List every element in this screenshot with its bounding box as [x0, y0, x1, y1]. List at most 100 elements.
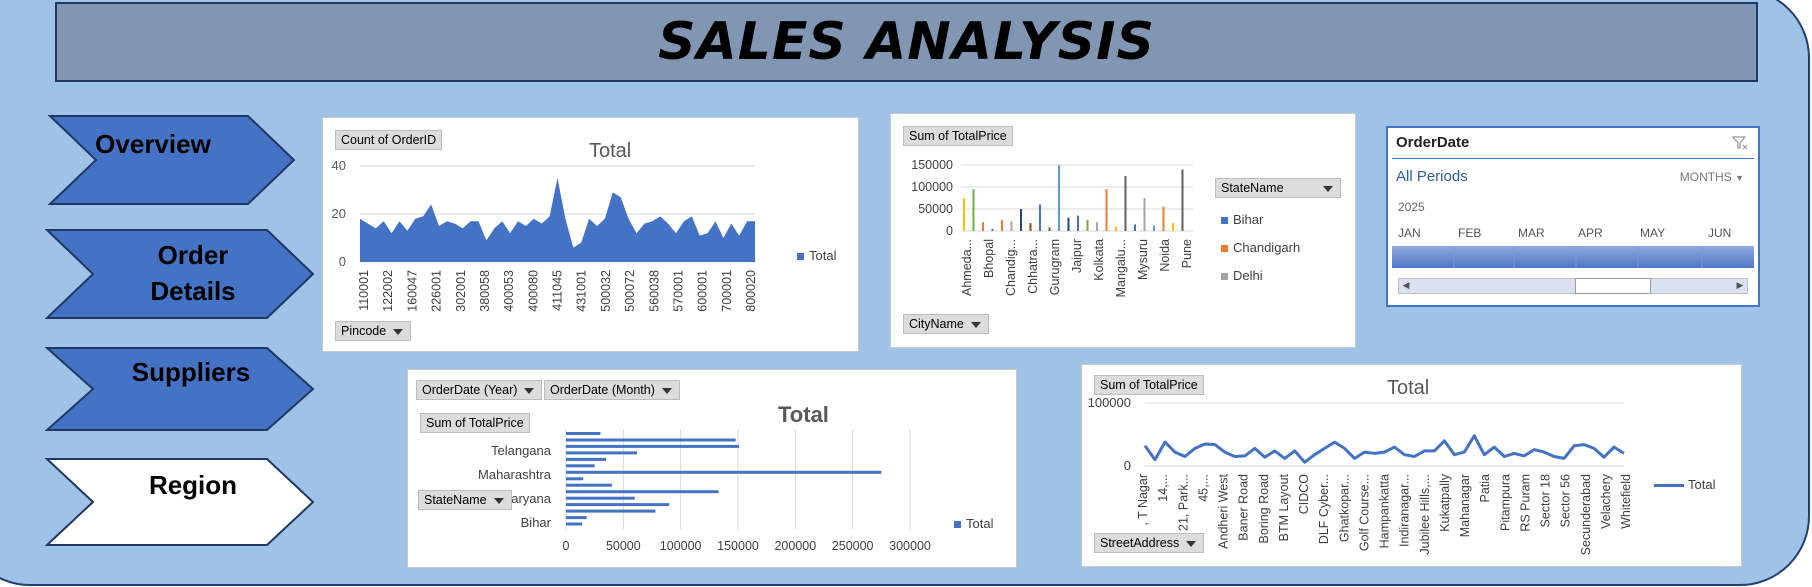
legend-item-bihar: Bihar: [1221, 206, 1300, 234]
statename-field-button[interactable]: StateName: [418, 490, 512, 510]
legend-line-swatch: [1654, 484, 1684, 488]
scroll-right-icon[interactable]: ▶: [1736, 281, 1744, 291]
y-tick-label: 0: [946, 224, 953, 238]
column-bar: [1039, 204, 1041, 231]
column-bar: [963, 198, 965, 231]
area-chart-legend: Total: [797, 248, 836, 263]
legend-label: Total: [1688, 477, 1716, 492]
nav-suppliers-button[interactable]: Suppliers: [45, 346, 317, 432]
x-tick-label: 150000: [717, 539, 759, 553]
x-tick-label: Velachery: [1599, 473, 1613, 529]
x-tick-label: Hampankatta: [1378, 474, 1392, 548]
x-tick-label: 300000: [889, 539, 931, 553]
horizontal-bar: [566, 470, 882, 474]
state-chart-plot: 0 50000 100000 150000 200000 250000 300000 Tela…: [478, 429, 931, 553]
nav-region-button[interactable]: Region: [45, 457, 317, 547]
scroll-left-icon[interactable]: ◀: [1402, 281, 1410, 291]
orders-by-pincode-card[interactable]: Count of OrderID Total 0 20 40 110001 122002…: [322, 117, 859, 352]
state-chart-title: Total: [778, 402, 829, 427]
x-tick-label: Mysuru: [1136, 239, 1150, 280]
x-tick-label: 0: [563, 539, 570, 553]
x-tick-label: 226001: [430, 270, 444, 312]
x-tick-label: 122002: [381, 270, 395, 312]
time-level-dropdown[interactable]: MONTHS ▼: [1680, 170, 1744, 184]
x-tick-label: Secunderabad: [1579, 474, 1593, 555]
x-tick-label: 400080: [526, 270, 540, 312]
column-bar: [1001, 220, 1003, 231]
totalprice-by-city-card[interactable]: Sum of TotalPrice 0 50000 100000 150000 Ahme…: [890, 113, 1356, 348]
area-chart-plot: 0 20 40 110001 122002 160047 226001 302001 38005…: [332, 158, 758, 312]
x-tick-label: Mangalu...: [1114, 239, 1128, 297]
x-tick-label: 14,...: [1156, 474, 1170, 502]
month-label-may[interactable]: MAY: [1640, 226, 1666, 240]
column-bar: [1172, 223, 1174, 231]
x-tick-label: 200000: [774, 539, 816, 553]
chevron-down-icon: ▼: [1735, 173, 1744, 183]
totalprice-by-address-card[interactable]: Sum of TotalPrice Total 0 100000 , T Nagar…: [1081, 364, 1742, 567]
scrollbar-thumb[interactable]: [1575, 278, 1651, 294]
month-label-feb[interactable]: FEB: [1458, 226, 1482, 240]
title-banner: SALES ANALYSIS: [55, 2, 1758, 82]
x-tick-label: 800020: [744, 270, 758, 312]
nav-region-label: Region: [148, 470, 238, 500]
month-label-mar[interactable]: MAR: [1518, 226, 1545, 240]
sum-totalprice-field-button[interactable]: Sum of TotalPrice: [1094, 375, 1204, 395]
nav-order-details-label: Order Details: [150, 240, 236, 306]
orderdate-year-filter-button[interactable]: OrderDate (Year): [416, 380, 543, 400]
streetaddress-field-button[interactable]: StreetAddress: [1094, 533, 1205, 553]
chevron-shape: [45, 458, 315, 546]
timeline-scrollbar[interactable]: ◀ ▶: [1398, 278, 1748, 294]
orderdate-month-filter-button[interactable]: OrderDate (Month): [544, 380, 680, 400]
y-tick-label: Maharashtra: [478, 467, 552, 482]
nav-order-details-button[interactable]: Order Details: [45, 228, 317, 320]
x-tick-label: 400053: [502, 270, 516, 312]
legend-label: Total: [966, 516, 994, 531]
month-label-apr[interactable]: APR: [1578, 226, 1603, 240]
month-label-jan[interactable]: JAN: [1398, 226, 1421, 240]
x-tick-label: 250000: [832, 539, 874, 553]
x-tick-label: DLF Cyber...: [1317, 474, 1331, 544]
y-tick-label: 50000: [918, 202, 953, 216]
x-tick-label: Pune: [1180, 239, 1194, 268]
legend-swatch: [1221, 273, 1228, 281]
nav-suppliers-label: Suppliers: [131, 357, 251, 387]
horizontal-bar: [566, 464, 595, 468]
column-bar: [1029, 223, 1032, 231]
totalprice-by-state-card[interactable]: OrderDate (Year) OrderDate (Month) Total…: [407, 369, 1017, 568]
pincode-field-button[interactable]: Pincode: [335, 321, 412, 341]
column-bar: [982, 222, 984, 231]
x-tick-label: Mahanagar: [1458, 474, 1472, 537]
horizontal-bar: [566, 444, 740, 448]
orderdate-timeline-slicer[interactable]: OrderDate All Periods MONTHS ▼ 2025 JAN …: [1386, 126, 1760, 307]
nav-overview-button[interactable]: Overview: [48, 114, 298, 206]
area-chart-title: Total: [589, 140, 632, 162]
x-tick-label: Boring Road: [1257, 474, 1271, 544]
x-tick-label: , T Nagar: [1136, 474, 1150, 526]
column-bar: [1010, 221, 1013, 231]
horizontal-bar: [566, 496, 635, 500]
nav-overview-label: Overview: [95, 129, 211, 159]
y-tick-label: 20: [332, 206, 346, 221]
x-tick-label: CIDCO: [1297, 474, 1311, 515]
horizontal-bar: [566, 516, 587, 520]
x-tick-label: 110001: [357, 270, 371, 311]
column-bar: [1181, 169, 1184, 231]
horizontal-bar: [566, 509, 656, 513]
x-tick-label: Noida: [1158, 239, 1172, 272]
slicer-divider: [1392, 158, 1754, 159]
x-tick-label: 500032: [599, 270, 613, 312]
clear-filter-icon[interactable]: [1732, 136, 1748, 150]
month-label-jun[interactable]: JUN: [1708, 226, 1732, 240]
legend-label: Bihar: [1233, 212, 1264, 227]
x-tick-label: Indiranagar...: [1398, 474, 1412, 547]
horizontal-bar: [566, 483, 612, 487]
timeline-selection-bar[interactable]: [1392, 246, 1754, 268]
sum-totalprice-field-button[interactable]: Sum of TotalPrice: [903, 126, 1013, 146]
statename-legend-button[interactable]: StateName: [1215, 178, 1341, 198]
timeline-dividers: [1453, 246, 1703, 268]
cityname-field-button[interactable]: CityName: [903, 314, 989, 334]
chevron-shape: [45, 229, 315, 319]
x-tick-label: Golf Course...: [1357, 474, 1371, 551]
count-orderid-field-button[interactable]: Count of OrderID: [335, 130, 443, 150]
sum-totalprice-field-button[interactable]: Sum of TotalPrice: [420, 413, 530, 433]
